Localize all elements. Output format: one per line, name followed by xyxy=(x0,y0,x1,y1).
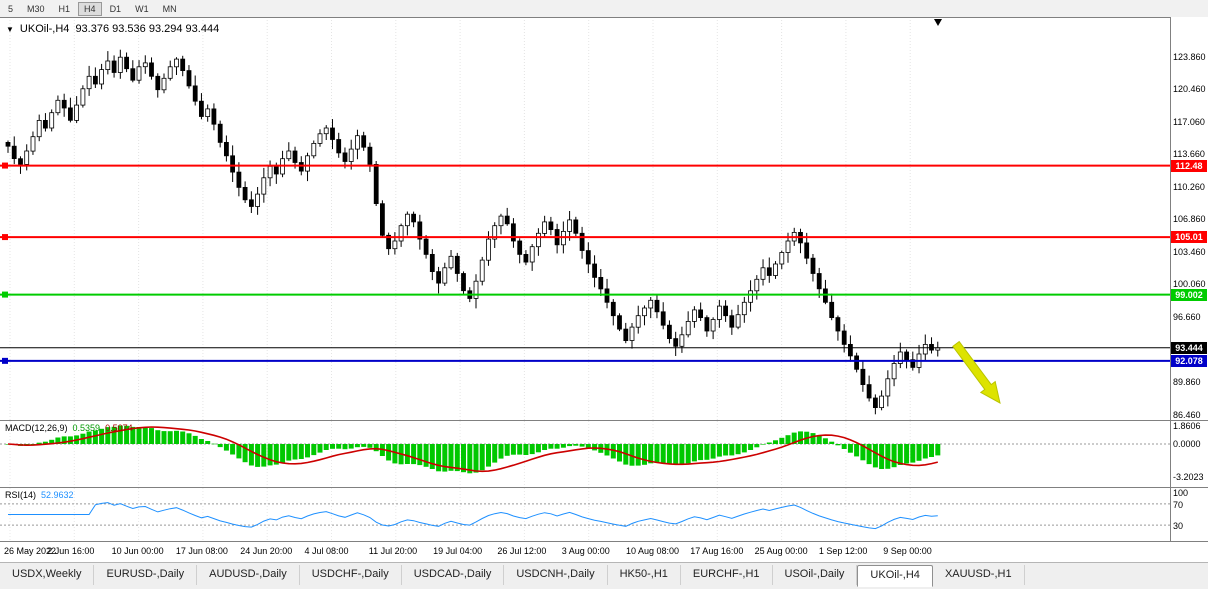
timeframe-button-5[interactable]: 5 xyxy=(2,2,19,16)
timeframe-button-W1[interactable]: W1 xyxy=(129,2,155,16)
price-tick: 113.660 xyxy=(1173,149,1205,160)
chart-tab-ukoil-h4[interactable]: UKOil-,H4 xyxy=(857,565,933,587)
chart-top-separator xyxy=(0,17,1208,18)
macd-tick: 0.0000 xyxy=(1173,439,1201,449)
chart-tab-usoil-daily[interactable]: USOil-,Daily xyxy=(773,565,858,585)
time-axis-separator xyxy=(0,541,1208,542)
line-anchor-marker[interactable] xyxy=(2,162,8,169)
timeframe-button-D1[interactable]: D1 xyxy=(104,2,128,16)
collapse-arrow-icon[interactable]: ▼ xyxy=(6,24,14,34)
rsi-line xyxy=(8,502,938,530)
timeframe-button-MN[interactable]: MN xyxy=(157,2,183,16)
time-label: 4 Jul 08:00 xyxy=(304,546,349,556)
time-label: 1 Sep 12:00 xyxy=(818,546,868,556)
price-label-93.444: 93.444 xyxy=(1171,341,1207,354)
macd-panel-resize-handle[interactable] xyxy=(0,420,1208,421)
price-tick: 110.260 xyxy=(1173,181,1205,192)
time-axis[interactable]: 26 May 2022 2 Jun 16:00 10 Jun 00:00 17 Jun… xyxy=(0,542,1208,562)
ohlc-values: 93.376 93.536 93.294 93.444 xyxy=(75,23,220,35)
rsi-label: RSI(14) 52.9632 xyxy=(5,490,74,500)
timeframe-button-M30[interactable]: M30 xyxy=(21,2,51,16)
macd-name: MACD(12,26,9) xyxy=(5,423,68,433)
macd-tick: -3.2023 xyxy=(1173,471,1204,482)
rsi-indicator-canvas[interactable] xyxy=(0,488,1170,541)
macd-label: MACD(12,26,9) 0.5359 0.5074 xyxy=(5,423,133,433)
chart-tab-bar: USDX,Weekly EURUSD-,Daily AUDUSD-,Daily USD… xyxy=(0,562,1208,589)
time-label: 26 Jul 12:00 xyxy=(497,546,547,556)
price-tick: 123.860 xyxy=(1173,51,1206,62)
macd-histogram xyxy=(5,425,941,474)
rsi-tick: 100 xyxy=(1173,488,1189,498)
price-tick: 103.460 xyxy=(1173,246,1206,257)
macd-signal-value: 0.5074 xyxy=(105,423,133,433)
time-label: 10 Jun 00:00 xyxy=(111,546,164,556)
time-label: 9 Sep 00:00 xyxy=(883,546,932,556)
timeframe-button-H1[interactable]: H1 xyxy=(53,2,77,16)
macd-signal-line xyxy=(7,426,938,473)
line-anchor-marker[interactable] xyxy=(2,357,8,364)
last-bar-marker-icon xyxy=(934,19,942,26)
price-tick: 117.060 xyxy=(1173,116,1205,127)
time-label: 11 Jul 20:00 xyxy=(368,546,418,556)
price-chart-canvas[interactable] xyxy=(0,17,1170,420)
price-tick: 96.660 xyxy=(1173,312,1201,322)
chart-tab-usdcnh-daily[interactable]: USDCNH-,Daily xyxy=(504,565,608,585)
chart-tab-usdchf-daily[interactable]: USDCHF-,Daily xyxy=(300,565,402,585)
sell-signal-arrow[interactable] xyxy=(952,340,1001,404)
time-label: 3 Aug 00:00 xyxy=(561,546,610,556)
chart-tab-audusd-daily[interactable]: AUDUSD-,Daily xyxy=(197,565,300,585)
price-axis[interactable]: 123.860 120.460 117.060 113.660 110.260 106.8… xyxy=(1171,17,1208,420)
rsi-tick: 70 xyxy=(1173,499,1184,510)
time-label: 26 May 2022 xyxy=(4,546,57,556)
chart-tab-xauusd-h1[interactable]: XAUUSD-,H1 xyxy=(933,565,1025,585)
time-label: 17 Jun 08:00 xyxy=(175,546,228,556)
macd-axis[interactable]: 1.8606 0.0000 -3.2023 xyxy=(1171,421,1208,487)
candles xyxy=(5,49,941,415)
time-label: 10 Aug 08:00 xyxy=(626,546,680,556)
timeframe-button-H4[interactable]: H4 xyxy=(78,1,102,16)
rsi-tick: 30 xyxy=(1173,521,1184,532)
price-tick: 89.860 xyxy=(1173,377,1201,388)
time-label: 17 Aug 16:00 xyxy=(690,546,744,556)
price-tick: 106.860 xyxy=(1173,214,1206,225)
macd-tick: 1.8606 xyxy=(1173,421,1201,431)
chart-tab-usdx-weekly[interactable]: USDX,Weekly xyxy=(0,565,95,585)
price-label-112.48: 112.48 xyxy=(1171,159,1207,172)
time-label: 24 Jun 20:00 xyxy=(240,546,293,556)
price-label-92.078: 92.078 xyxy=(1171,354,1207,367)
price-axis-separator xyxy=(1170,17,1171,542)
time-label: 25 Aug 00:00 xyxy=(754,546,808,556)
chart-tab-eurusd-daily[interactable]: EURUSD-,Daily xyxy=(94,565,198,585)
macd-main-value: 0.5359 xyxy=(72,423,101,433)
chart-tab-eurchf-h1[interactable]: EURCHF-,H1 xyxy=(681,565,773,585)
time-label: 19 Jul 04:00 xyxy=(433,546,483,556)
rsi-value: 52.9632 xyxy=(41,490,74,500)
rsi-name: RSI(14) xyxy=(5,490,37,500)
price-label-99.002: 99.002 xyxy=(1171,288,1207,301)
timeframe-toolbar: 5 M30 H1 H4 D1 W1 MN xyxy=(0,0,1208,17)
chart-tab-usdcad-daily[interactable]: USDCAD-,Daily xyxy=(402,565,505,585)
chart-tab-hk50-h1[interactable]: HK50-,H1 xyxy=(608,565,681,585)
price-tick: 86.460 xyxy=(1173,409,1201,420)
line-anchor-marker[interactable] xyxy=(2,291,8,298)
price-tick: 120.460 xyxy=(1173,84,1206,95)
chart-title: ▼ UKOil-,H4 93.376 93.536 93.294 93.444 xyxy=(6,23,219,35)
macd-indicator-canvas[interactable] xyxy=(0,421,1170,487)
symbol-period-label: UKOil-,H4 xyxy=(19,23,70,35)
price-tick: 100.060 xyxy=(1173,279,1206,290)
rsi-axis[interactable]: 100 70 30 xyxy=(1171,488,1208,541)
line-anchor-marker[interactable] xyxy=(2,234,8,241)
time-label: 2 Jun 16:00 xyxy=(47,546,95,556)
rsi-panel-resize-handle[interactable] xyxy=(0,487,1208,488)
price-label-105.01: 105.01 xyxy=(1171,231,1207,244)
